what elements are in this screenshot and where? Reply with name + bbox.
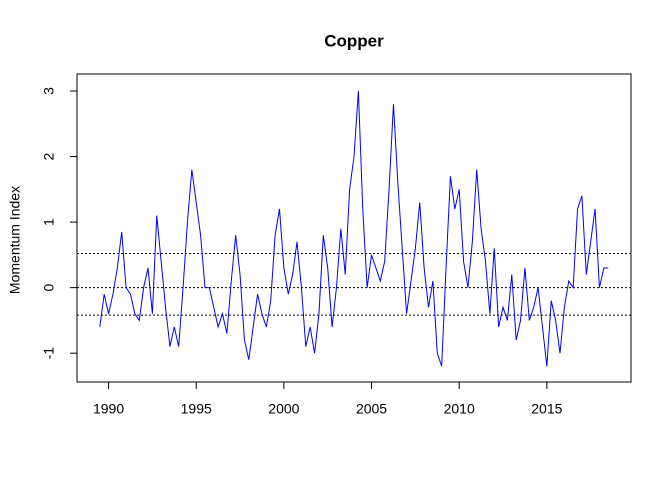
x-tick-label: 2015 bbox=[531, 401, 562, 417]
y-tick-label: 3 bbox=[41, 87, 57, 95]
y-axis-label: Momentum Index bbox=[7, 186, 23, 294]
x-tick-label: 1990 bbox=[93, 401, 124, 417]
y-tick-label: 0 bbox=[41, 284, 57, 292]
y-tick-label: 2 bbox=[41, 152, 57, 160]
y-tick-label: 1 bbox=[41, 218, 57, 226]
series-line bbox=[99, 91, 609, 367]
chart-title: Copper bbox=[324, 31, 384, 50]
x-tick-label: 1995 bbox=[181, 401, 212, 417]
x-tick-label: 2005 bbox=[356, 401, 387, 417]
plot-frame bbox=[76, 73, 632, 383]
x-tick-label: 2010 bbox=[444, 401, 475, 417]
x-tick-label: 2000 bbox=[268, 401, 299, 417]
y-tick-label: -1 bbox=[41, 347, 57, 360]
